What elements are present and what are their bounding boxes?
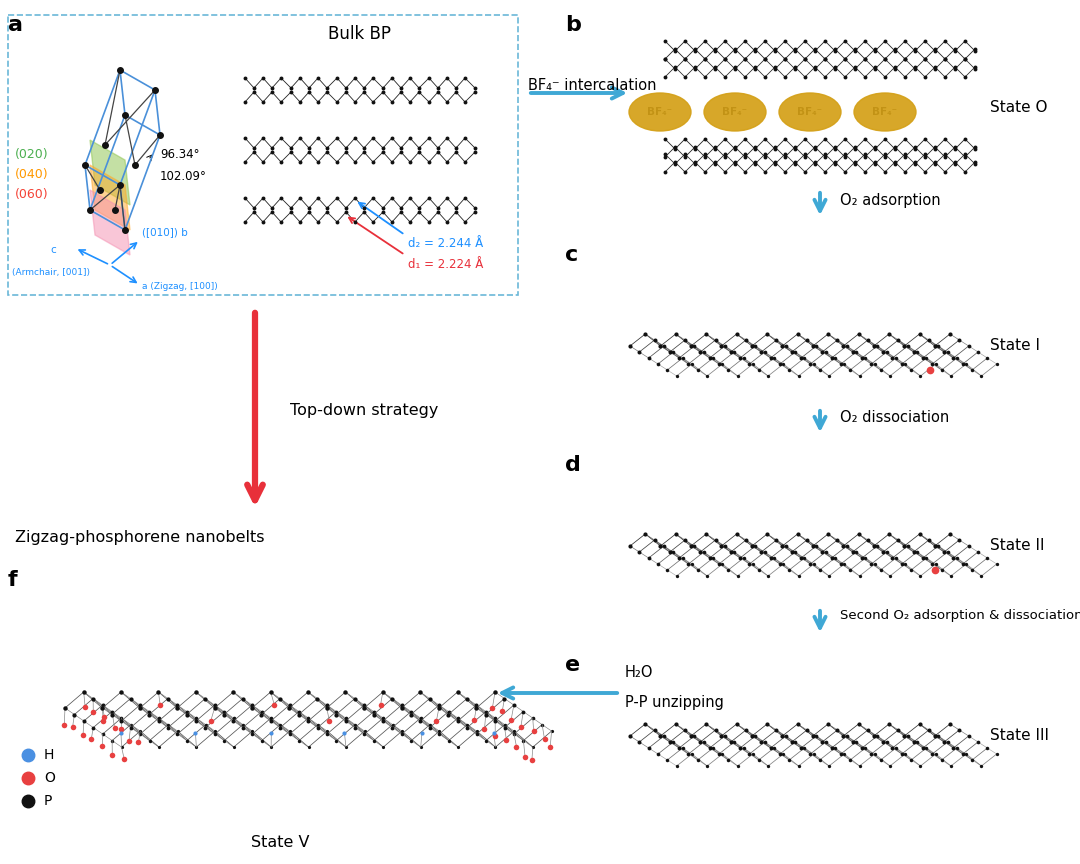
Ellipse shape — [704, 93, 766, 131]
Text: BF₄⁻: BF₄⁻ — [647, 107, 673, 117]
Text: H: H — [44, 748, 54, 762]
Text: BF₄⁻ intercalation: BF₄⁻ intercalation — [528, 78, 657, 93]
Text: b: b — [565, 15, 581, 35]
Text: (040): (040) — [15, 168, 49, 181]
Text: Zigzag-phosphorene nanobelts: Zigzag-phosphorene nanobelts — [15, 530, 265, 545]
Text: e: e — [565, 655, 580, 675]
Text: State O: State O — [990, 100, 1048, 116]
Text: Bulk BP: Bulk BP — [328, 25, 391, 43]
Text: State I: State I — [990, 338, 1040, 353]
Polygon shape — [90, 165, 130, 230]
Text: BF₄⁻: BF₄⁻ — [723, 107, 747, 117]
Polygon shape — [90, 140, 130, 205]
Polygon shape — [90, 190, 130, 255]
Text: Top-down strategy: Top-down strategy — [291, 403, 438, 417]
Text: State II: State II — [990, 537, 1044, 552]
Text: (Armchair, [001]): (Armchair, [001]) — [12, 268, 90, 277]
Text: c: c — [50, 245, 56, 255]
Text: c: c — [565, 245, 578, 265]
Text: BF₄⁻: BF₄⁻ — [797, 107, 823, 117]
Ellipse shape — [854, 93, 916, 131]
Text: P-P unzipping: P-P unzipping — [625, 695, 724, 710]
Ellipse shape — [629, 93, 691, 131]
Text: f: f — [8, 570, 17, 590]
Text: d₂ = 2.244 Å: d₂ = 2.244 Å — [408, 237, 483, 250]
Text: H₂O: H₂O — [625, 665, 653, 680]
Text: ([010]) b: ([010]) b — [141, 227, 188, 237]
Text: d: d — [565, 455, 581, 475]
Text: Second O₂ adsorption & dissociation: Second O₂ adsorption & dissociation — [840, 608, 1080, 621]
Text: 96.34°: 96.34° — [160, 148, 200, 161]
Text: State V: State V — [251, 835, 309, 850]
Text: (060): (060) — [15, 188, 49, 201]
Text: a: a — [8, 15, 23, 35]
Text: (020): (020) — [15, 148, 49, 161]
Text: d₁ = 2.224 Å: d₁ = 2.224 Å — [408, 258, 484, 271]
Text: 102.09°: 102.09° — [160, 170, 207, 183]
Text: P: P — [44, 794, 52, 808]
Text: O₂ dissociation: O₂ dissociation — [840, 410, 949, 425]
Ellipse shape — [779, 93, 841, 131]
Text: O₂ adsorption: O₂ adsorption — [840, 193, 941, 207]
Text: a (Zigzag, [100]): a (Zigzag, [100]) — [141, 282, 218, 291]
Text: State III: State III — [990, 727, 1049, 742]
Text: O: O — [44, 771, 55, 785]
Text: BF₄⁻: BF₄⁻ — [873, 107, 897, 117]
